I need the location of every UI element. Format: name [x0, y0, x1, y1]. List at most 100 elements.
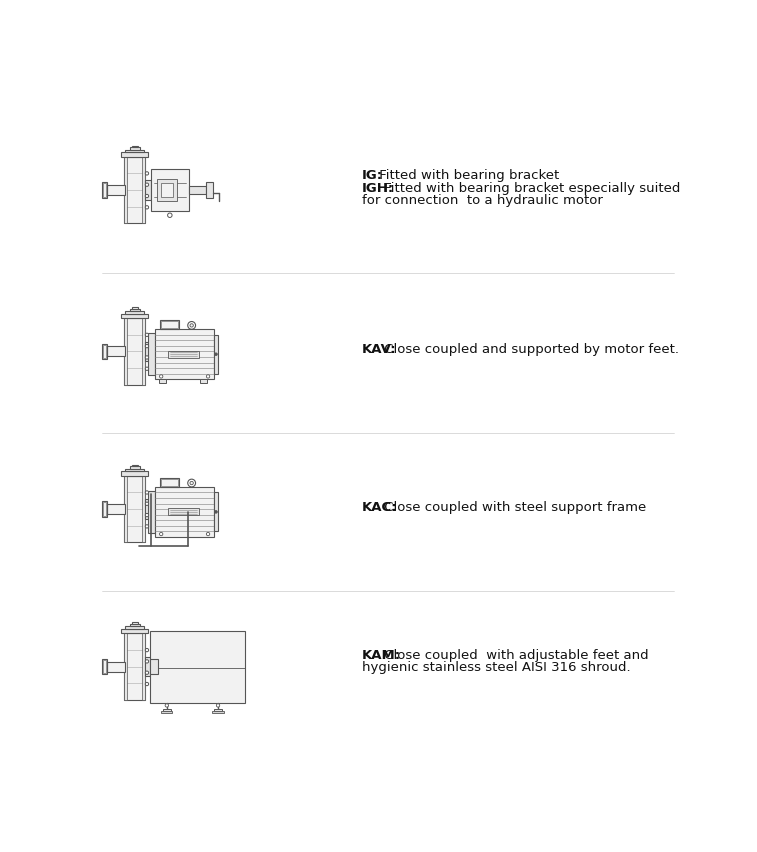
Bar	[168, 509, 198, 515]
Text: Fitted with bearing bracket: Fitted with bearing bracket	[375, 170, 559, 182]
Bar	[101, 344, 107, 360]
Circle shape	[190, 325, 193, 328]
Bar	[124, 319, 145, 385]
Circle shape	[145, 334, 148, 337]
Bar	[125, 151, 144, 153]
Circle shape	[207, 532, 210, 536]
Bar	[107, 347, 125, 357]
Bar	[214, 710, 222, 711]
Bar	[107, 186, 125, 196]
Bar	[155, 487, 214, 537]
Circle shape	[145, 173, 148, 176]
Bar	[124, 476, 127, 543]
Circle shape	[145, 195, 148, 199]
Bar	[132, 465, 138, 467]
Bar	[150, 631, 245, 703]
Bar	[206, 183, 213, 199]
Circle shape	[165, 704, 169, 707]
Bar	[125, 626, 144, 630]
Circle shape	[145, 648, 148, 652]
Bar	[151, 170, 188, 211]
Circle shape	[214, 511, 217, 514]
Bar	[161, 322, 178, 329]
Text: IGH:: IGH:	[362, 181, 394, 194]
Bar	[148, 491, 155, 533]
Bar	[124, 476, 145, 543]
Bar	[121, 630, 148, 634]
Bar	[168, 351, 198, 359]
Text: Close coupled and supported by motor feet.: Close coupled and supported by motor fee…	[380, 343, 679, 355]
Bar	[148, 334, 155, 376]
Bar	[150, 659, 157, 675]
Bar	[132, 147, 138, 148]
Circle shape	[145, 184, 148, 187]
Bar	[124, 634, 127, 700]
Text: IG:: IG:	[362, 170, 383, 182]
Circle shape	[167, 214, 172, 218]
Circle shape	[190, 482, 193, 485]
Bar	[142, 319, 145, 385]
Circle shape	[145, 525, 148, 528]
Text: Close coupled with steel support frame: Close coupled with steel support frame	[380, 500, 646, 513]
Circle shape	[145, 368, 148, 371]
Text: Close coupled  with adjustable feet and: Close coupled with adjustable feet and	[380, 648, 649, 661]
Bar	[161, 480, 178, 486]
Bar	[161, 711, 173, 713]
Circle shape	[145, 671, 148, 675]
Circle shape	[160, 532, 163, 536]
Circle shape	[145, 514, 148, 517]
Bar	[214, 492, 218, 532]
Bar	[132, 308, 138, 309]
Bar	[158, 380, 167, 383]
Bar	[213, 711, 223, 713]
Text: for connection  to a hydraulic motor: for connection to a hydraulic motor	[362, 194, 603, 207]
Bar	[103, 345, 106, 359]
Text: hygienic stainless steel AISI 316 shroud.: hygienic stainless steel AISI 316 shroud…	[362, 660, 630, 673]
Bar	[103, 660, 106, 674]
Bar	[200, 380, 207, 383]
Text: KAV:: KAV:	[362, 343, 396, 355]
Bar	[160, 321, 179, 330]
Circle shape	[160, 375, 163, 378]
Bar	[121, 153, 148, 158]
Bar	[188, 187, 206, 195]
Circle shape	[207, 375, 210, 378]
Bar	[124, 319, 127, 385]
Bar	[121, 472, 148, 476]
Circle shape	[145, 206, 148, 210]
Bar	[142, 158, 145, 224]
Bar	[125, 312, 144, 314]
Circle shape	[214, 354, 217, 356]
Bar	[101, 183, 107, 199]
Bar	[125, 469, 144, 472]
Bar	[214, 336, 218, 374]
Bar	[142, 476, 145, 543]
Circle shape	[145, 503, 148, 506]
Bar	[145, 343, 151, 362]
Bar	[163, 710, 171, 711]
Circle shape	[145, 492, 148, 494]
Bar	[129, 309, 140, 312]
Bar	[124, 158, 127, 224]
Bar	[103, 184, 106, 198]
Bar	[160, 184, 173, 198]
Bar	[145, 181, 151, 200]
Circle shape	[145, 660, 148, 664]
Bar	[145, 500, 151, 519]
Bar	[129, 148, 140, 151]
Bar	[103, 503, 106, 516]
Bar	[107, 504, 125, 515]
Circle shape	[145, 345, 148, 348]
Text: Fitted with bearing bracket especially suited: Fitted with bearing bracket especially s…	[380, 181, 681, 194]
Circle shape	[145, 682, 148, 686]
Bar	[107, 662, 125, 672]
Bar	[101, 659, 107, 675]
Text: KAC:: KAC:	[362, 500, 397, 513]
Circle shape	[145, 356, 148, 360]
Bar	[129, 467, 140, 469]
Bar	[155, 330, 214, 380]
Bar	[160, 478, 179, 487]
Bar	[142, 634, 145, 700]
Bar	[124, 158, 145, 224]
Bar	[157, 180, 177, 202]
